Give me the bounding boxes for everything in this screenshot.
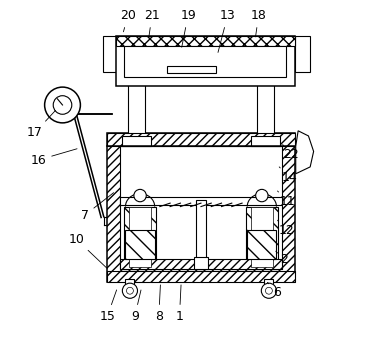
Text: 17: 17 — [27, 111, 56, 139]
Bar — [128, 84, 145, 139]
Bar — [120, 197, 282, 205]
Text: 1: 1 — [175, 285, 183, 323]
Bar — [116, 36, 295, 46]
Text: 15: 15 — [99, 290, 116, 323]
Bar — [103, 36, 117, 72]
Circle shape — [255, 190, 268, 202]
Text: 6: 6 — [267, 283, 282, 299]
Bar — [251, 136, 280, 146]
Bar — [107, 271, 295, 282]
Text: 8: 8 — [155, 285, 163, 323]
Circle shape — [134, 190, 146, 202]
Bar — [107, 132, 295, 146]
Bar — [124, 207, 156, 269]
Text: 9: 9 — [131, 290, 141, 323]
Text: 10: 10 — [68, 233, 107, 268]
Bar — [246, 207, 278, 269]
Bar — [295, 36, 310, 72]
Bar — [194, 257, 208, 269]
Bar — [126, 230, 155, 259]
Text: 21: 21 — [144, 9, 160, 37]
Bar — [116, 36, 295, 86]
Bar — [257, 84, 274, 139]
Bar — [107, 132, 295, 282]
Text: 13: 13 — [218, 9, 236, 52]
Bar — [124, 46, 286, 78]
Bar — [122, 136, 151, 146]
Polygon shape — [296, 131, 314, 174]
Bar — [120, 146, 282, 269]
Text: 18: 18 — [250, 9, 267, 37]
Bar — [129, 207, 151, 267]
Text: 2: 2 — [276, 251, 288, 266]
Bar — [120, 259, 282, 269]
Text: 19: 19 — [180, 9, 196, 47]
Text: 12: 12 — [278, 220, 294, 237]
Bar — [247, 230, 277, 259]
Bar — [196, 200, 206, 269]
Circle shape — [265, 287, 272, 294]
Circle shape — [122, 283, 137, 298]
Text: 11: 11 — [278, 191, 296, 208]
Text: 14: 14 — [279, 167, 298, 184]
Bar — [126, 279, 134, 287]
Circle shape — [126, 287, 133, 294]
Circle shape — [261, 283, 277, 298]
Circle shape — [53, 96, 72, 114]
Text: 22: 22 — [283, 145, 299, 161]
Bar — [167, 66, 216, 73]
Text: 7: 7 — [81, 193, 114, 221]
Text: 20: 20 — [120, 9, 136, 32]
Text: 16: 16 — [31, 149, 77, 166]
Bar — [264, 279, 273, 287]
Circle shape — [45, 87, 80, 123]
Bar — [250, 207, 273, 267]
